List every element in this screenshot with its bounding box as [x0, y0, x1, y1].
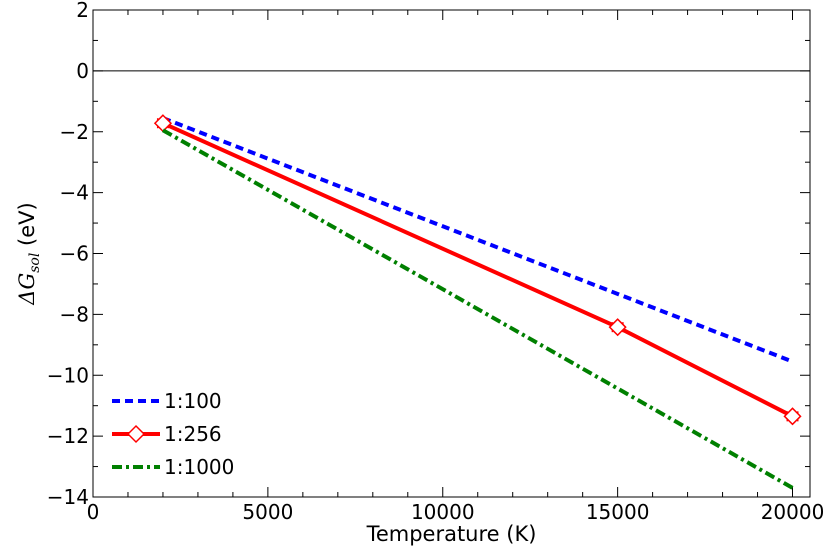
data-point	[783, 407, 802, 426]
legend-item: 1:256	[112, 422, 222, 446]
y-tick-label: −4	[60, 181, 89, 205]
series-1-1000	[161, 128, 794, 490]
x-tick-label: 0	[87, 500, 100, 524]
y-tick-label: 0	[76, 59, 89, 83]
legend-label: 1:1000	[164, 455, 234, 479]
y-tick-label: −10	[47, 363, 89, 387]
series-1-100	[162, 116, 794, 364]
legend: 1:100 1:256 1:1000	[112, 389, 234, 479]
legend-item: 1:100	[112, 389, 222, 413]
y-axis-unit: (eV)	[15, 202, 39, 252]
y-tick-label: −2	[60, 120, 89, 144]
y-tick-label: −8	[60, 302, 89, 326]
x-axis-label: Temperature (K)	[366, 522, 537, 546]
y-tick-label: −14	[47, 485, 89, 509]
legend-label: 1:100	[164, 389, 222, 413]
y-tick-label: 2	[76, 0, 89, 22]
x-tick-label: 5000	[242, 500, 293, 524]
series-line	[162, 121, 794, 419]
legend-marker	[126, 424, 146, 444]
tick-marks	[92, 9, 810, 498]
x-tick-label: 15000	[586, 500, 650, 524]
plot-series	[153, 114, 802, 490]
y-axis-symbol: ΔG	[15, 273, 39, 306]
legend-item: 1:1000	[112, 455, 234, 479]
plot-frame	[92, 9, 811, 498]
y-axis-subscript: sol	[27, 253, 43, 273]
legend-label: 1:256	[164, 422, 222, 446]
y-tick-label: −12	[47, 424, 89, 448]
series-1-256	[153, 114, 802, 426]
x-tick-label: 10000	[411, 500, 475, 524]
data-point	[153, 114, 173, 133]
series-line	[161, 128, 794, 490]
x-tick-label: 20000	[761, 500, 825, 524]
tick-labels: 0 5000 10000 15000 20000 −14 −12 −10 −8 −6 −4 −2 0 2	[47, 0, 825, 524]
data-point	[608, 318, 627, 337]
series-line	[162, 116, 794, 364]
y-axis-label: ΔGsol (eV)	[15, 202, 43, 305]
y-tick-label: −6	[60, 242, 89, 266]
